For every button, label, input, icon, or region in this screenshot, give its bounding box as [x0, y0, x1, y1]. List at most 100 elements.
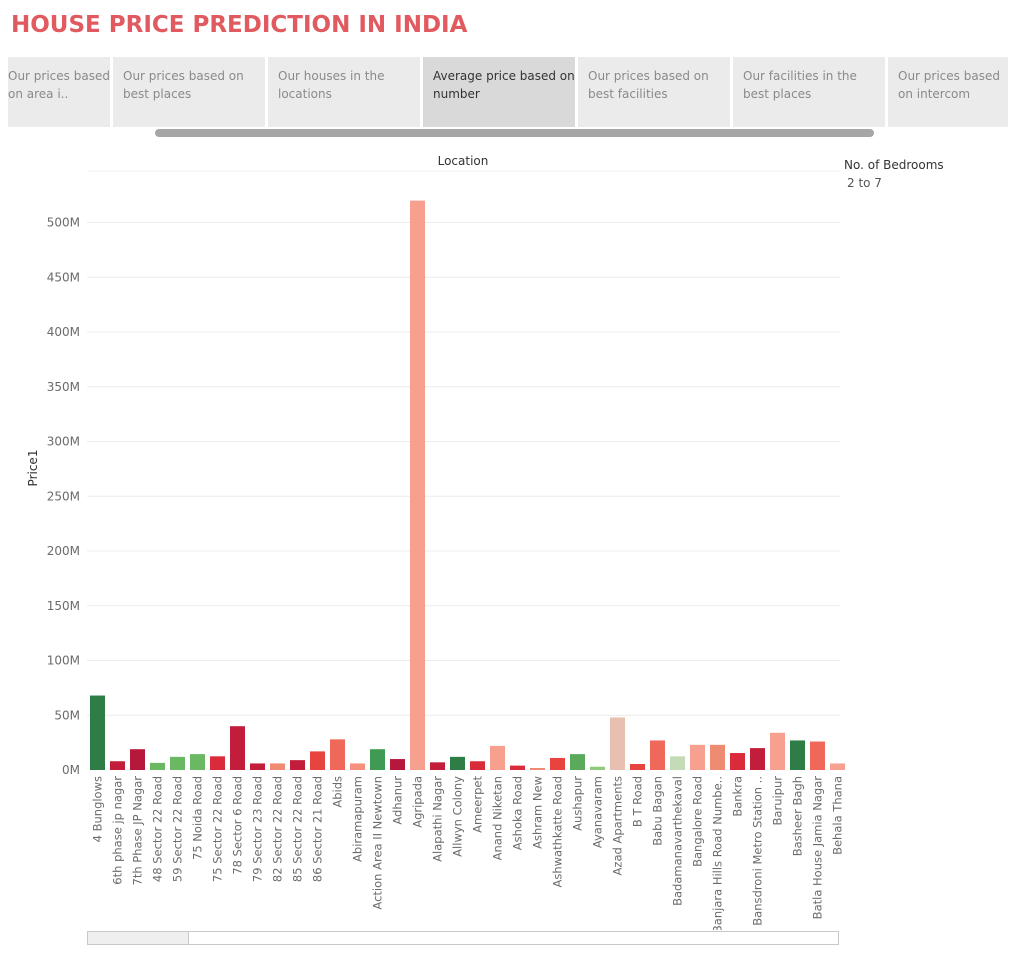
x-tick-label: Anand Niketan	[491, 776, 505, 860]
tab-label: Our prices based on best places	[123, 69, 244, 101]
bar	[430, 762, 445, 770]
x-tick-label: Action Area II Newtown	[371, 776, 385, 910]
bar	[790, 740, 805, 770]
bar	[830, 763, 845, 770]
bar	[450, 756, 465, 770]
legend-value[interactable]: 2 to 7	[847, 176, 882, 190]
bar	[670, 756, 685, 770]
x-tick-label: 75 Noida Road	[191, 776, 205, 860]
tab-intercom[interactable]: Our prices based on intercom	[888, 57, 1008, 127]
bar	[350, 763, 365, 770]
tab-label: Our facilities in the best places	[743, 69, 857, 101]
y-tick-label: 100M	[47, 654, 80, 668]
y-tick-label: 300M	[47, 435, 80, 449]
scrollbar-thumb[interactable]	[88, 932, 189, 944]
x-tick-label: Abiramapuram	[351, 776, 365, 862]
bar	[90, 695, 105, 770]
x-tick-label: 82 Sector 22 Road	[271, 776, 285, 882]
tab-best-facilities[interactable]: Our prices based on best facilities	[578, 57, 730, 127]
x-tick-label: Allwyn Colony	[451, 776, 465, 857]
bar	[570, 754, 585, 770]
x-tick-label: Behala Thana	[831, 776, 845, 855]
x-tick-label: 78 Sector 6 Road	[231, 776, 245, 875]
tab-label: Our houses in the locations	[278, 69, 385, 101]
x-tick-label: Bansdroni Metro Station ..	[751, 776, 765, 926]
bar	[610, 717, 625, 770]
tab-area[interactable]: Our prices based on area i..	[8, 57, 110, 127]
bar	[390, 759, 405, 770]
bar	[370, 749, 385, 770]
y-axis-title: Price1	[26, 450, 40, 487]
bar	[150, 762, 165, 770]
bar	[690, 744, 705, 770]
y-tick-label: 200M	[47, 544, 80, 558]
tab-average-price[interactable]: Average price based on number	[423, 57, 575, 127]
tab-label: Our prices based on area i..	[8, 69, 110, 101]
x-tick-label: Banjara Hills Road Numbe..	[711, 776, 725, 930]
bar	[810, 741, 825, 770]
tab-label: Average price based on number	[433, 69, 575, 101]
x-tick-label: Ayanavaram	[591, 776, 605, 848]
bar	[130, 749, 145, 770]
bar-chart: 0M 50M 100M 150M 200M 250M 300M 350M 400M 450M 500…	[26, 154, 845, 930]
bar	[110, 761, 125, 770]
bar	[270, 763, 285, 770]
x-tick-label: 6th phase jp nagar	[111, 776, 125, 885]
bar	[290, 760, 305, 770]
x-tick-label: 75 Sector 22 Road	[211, 776, 225, 882]
y-tick-label: 450M	[47, 270, 80, 284]
page-title: HOUSE PRICE PREDICTION IN INDIA	[11, 12, 468, 38]
x-tick-label: Agripada	[411, 776, 425, 828]
bar	[250, 763, 265, 770]
bar	[650, 740, 665, 770]
x-tick-label: Basheer Bagh	[791, 776, 805, 856]
bar	[330, 739, 345, 770]
bar	[210, 756, 225, 770]
x-tick-label: Ashoka Road	[511, 776, 525, 850]
x-tick-label: B T Road	[631, 776, 645, 827]
tab-facilities-places[interactable]: Our facilities in the best places	[733, 57, 885, 127]
x-tick-label: Badamanavarthekaval	[671, 776, 685, 906]
tabs-scrollbar[interactable]	[155, 129, 874, 137]
x-tick-label: Batla House Jamia Nagar	[811, 776, 825, 920]
x-tick-label: Ameerpet	[471, 776, 485, 833]
bar	[630, 763, 645, 770]
bar	[190, 754, 205, 770]
x-tick-label: 86 Sector 21 Road	[311, 776, 325, 882]
y-tick-label: 150M	[47, 599, 80, 613]
x-tick-label: Aushapur	[571, 776, 585, 831]
x-tick-label: 4 Bunglows	[91, 776, 105, 842]
x-tick-label: Ashwathkatte Road	[551, 776, 565, 888]
bar	[470, 761, 485, 770]
tab-best-places[interactable]: Our prices based on best places	[113, 57, 265, 127]
x-tick-label: 85 Sector 22 Road	[291, 776, 305, 882]
tab-locations[interactable]: Our houses in the locations	[268, 57, 420, 127]
bar	[230, 726, 245, 770]
bar	[550, 757, 565, 770]
bar	[710, 744, 725, 770]
tab-label: Our prices based on intercom	[898, 69, 1000, 101]
x-tick-label: Adhanur	[391, 776, 405, 825]
y-tick-label: 350M	[47, 380, 80, 394]
x-tick-label: 79 Sector 23 Road	[251, 776, 265, 882]
x-axis-title: Location	[438, 154, 489, 168]
bar	[530, 768, 545, 770]
bar	[770, 732, 785, 770]
x-tick-label: Baruipur	[771, 776, 785, 826]
x-tick-label: 7th Phase JP Nagar	[131, 776, 145, 886]
x-tick-label: 48 Sector 22 Road	[151, 776, 165, 882]
chart-horizontal-scrollbar[interactable]	[87, 931, 839, 945]
y-tick-label: 400M	[47, 325, 80, 339]
y-tick-label: 0M	[62, 763, 80, 777]
y-tick-label: 50M	[54, 708, 80, 722]
bar	[310, 751, 325, 770]
bar	[410, 200, 425, 771]
bar	[490, 745, 505, 770]
tab-label: Our prices based on best facilities	[588, 69, 709, 101]
bar	[510, 765, 525, 770]
bar	[750, 748, 765, 770]
y-tick-label: 250M	[47, 489, 80, 503]
x-tick-label: 59 Sector 22 Road	[171, 776, 185, 882]
x-tick-label: Alapathi Nagar	[431, 776, 445, 862]
x-tick-label: Abids	[331, 776, 345, 808]
